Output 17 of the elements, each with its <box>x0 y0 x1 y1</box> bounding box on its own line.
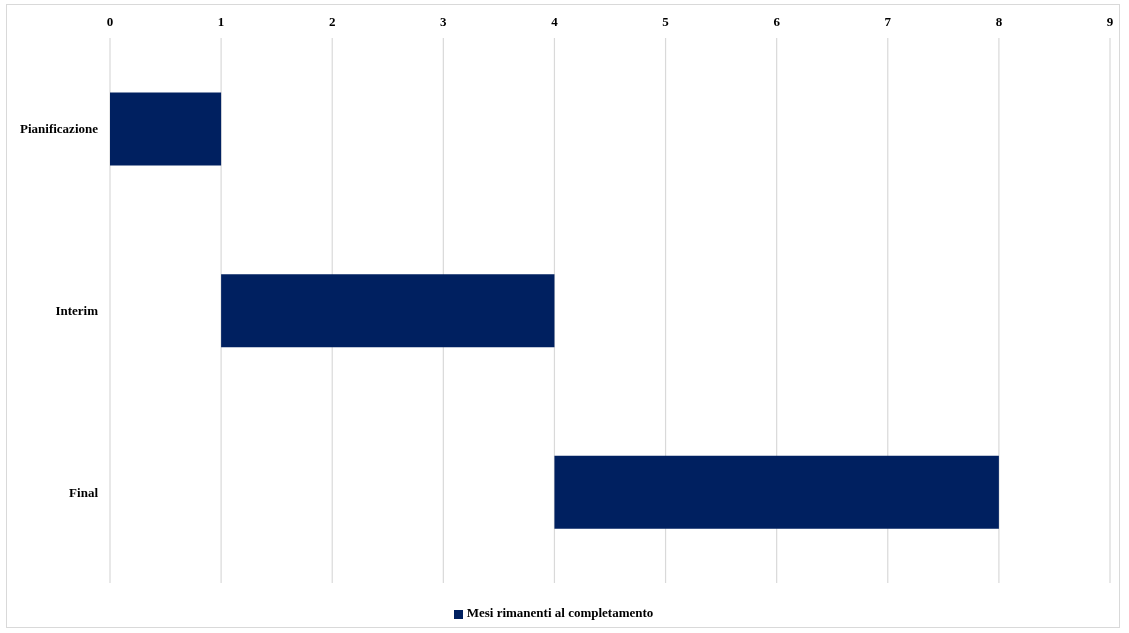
x-tick-label: 0 <box>106 14 114 29</box>
x-tick-label: 1 <box>217 14 225 29</box>
legend-label: Mesi rimanenti al completamento <box>466 605 654 620</box>
x-tick-label: 2 <box>328 14 336 29</box>
x-tick-label: 9 <box>1106 14 1114 29</box>
y-tick-label: Interim <box>55 303 99 319</box>
y-tick-label: Pianificazione <box>20 121 99 137</box>
x-tick-label: 4 <box>551 14 559 29</box>
x-tick-label: 7 <box>884 14 892 29</box>
bar <box>554 455 999 529</box>
x-tick-label: 6 <box>773 14 781 29</box>
x-tick-label: 3 <box>440 14 448 29</box>
x-tick-label: 8 <box>995 14 1003 29</box>
y-tick-label: Final <box>69 484 99 500</box>
bar <box>221 274 555 348</box>
bar <box>110 92 222 166</box>
x-tick-label: 5 <box>662 14 670 29</box>
